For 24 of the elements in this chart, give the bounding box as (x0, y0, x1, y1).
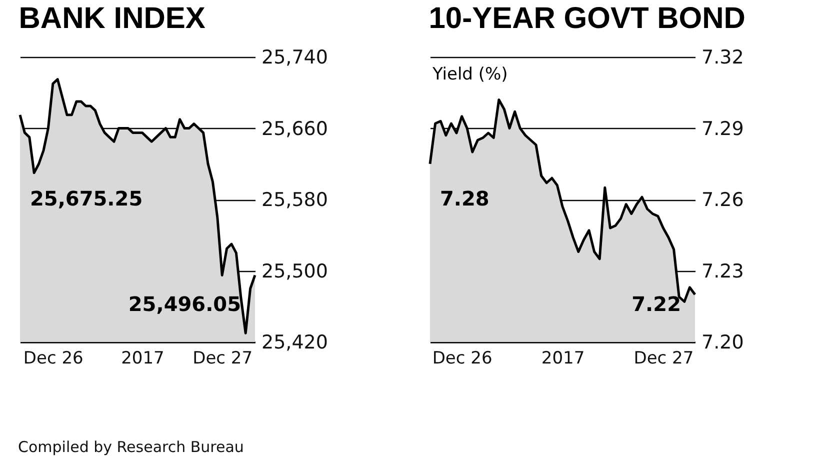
y-tick-label: 25,500 (262, 260, 328, 282)
y-tick-label: 25,660 (262, 118, 328, 140)
x-tick-label: 2017 (541, 348, 585, 368)
annotation: 7.22 (632, 292, 681, 316)
y-tick-label: 7.23 (702, 260, 744, 282)
y-axis-title: Yield (%) (432, 64, 508, 84)
y-tick-label: 7.26 (702, 189, 744, 211)
chart-title: BANK INDEX (18, 2, 206, 35)
y-tick-label: 7.20 (702, 332, 744, 354)
x-tick-label: Dec 27 (192, 348, 253, 368)
y-tick-label: 25,580 (262, 189, 328, 211)
y-tick-label: 7.29 (702, 118, 744, 140)
y-tick-label: 25,420 (262, 332, 328, 354)
chart-title: 10-YEAR GOVT BOND (428, 2, 746, 35)
x-tick-label: Dec 26 (23, 348, 84, 368)
annotation: 25,496.05 (128, 292, 241, 316)
annotation: 25,675.25 (30, 186, 143, 210)
y-tick-label: 7.32 (702, 46, 744, 68)
x-tick-label: Dec 26 (432, 348, 492, 368)
x-tick-label: 2017 (121, 348, 164, 368)
annotation: 7.28 (440, 186, 490, 210)
text: Compiled by Research Bureau (18, 438, 244, 456)
x-tick-label: Dec 27 (634, 348, 694, 368)
y-tick-label: 25,740 (262, 46, 328, 68)
